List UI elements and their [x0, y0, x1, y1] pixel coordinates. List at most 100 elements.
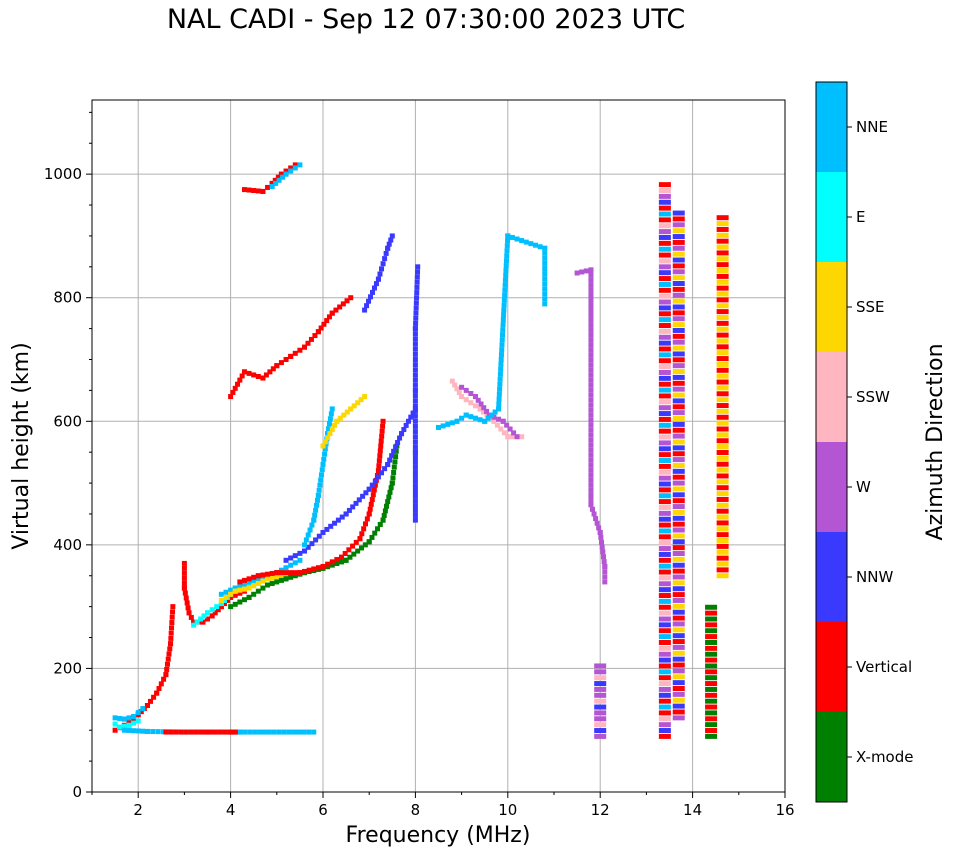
- echo-point: [658, 522, 671, 528]
- echo-point: [169, 614, 175, 620]
- echo-point: [369, 497, 375, 503]
- echo-point: [251, 583, 257, 589]
- echo-point: [386, 494, 392, 500]
- echo-point: [672, 580, 685, 586]
- echo-point: [173, 729, 179, 735]
- echo-point: [275, 174, 281, 180]
- echo-point: [672, 715, 685, 721]
- echo-point: [672, 439, 685, 445]
- echo-point: [481, 409, 487, 415]
- echo-point: [588, 292, 594, 298]
- echo-point: [232, 592, 238, 598]
- echo-point: [588, 392, 594, 398]
- echo-point: [126, 722, 132, 728]
- echo-point: [237, 599, 243, 605]
- x-tick-label: 16: [775, 801, 794, 819]
- echo-point: [500, 418, 506, 424]
- echo-point: [672, 298, 685, 304]
- echo-point: [412, 408, 418, 414]
- echo-point: [405, 418, 411, 424]
- echo-point: [658, 358, 671, 364]
- colorbar: X-mode Vertical NNW W SSW SSE E NNE: [815, 81, 913, 803]
- echo-point: [672, 521, 685, 527]
- echo-point: [672, 310, 685, 316]
- echo-point: [502, 292, 508, 298]
- echo-point: [658, 352, 671, 358]
- echo-point: [167, 646, 173, 652]
- echo-point: [511, 430, 517, 436]
- echo-point: [705, 651, 718, 657]
- echo-point: [412, 387, 418, 393]
- y-axis-ticks: 0 200 400 600 800 1000: [44, 111, 92, 801]
- echo-point: [588, 477, 594, 483]
- echo-point: [533, 242, 539, 248]
- echo-point: [672, 597, 685, 603]
- echo-point: [241, 581, 247, 587]
- echo-point: [325, 564, 331, 570]
- y-axis-label: Virtual height (km): [9, 342, 34, 549]
- echo-point: [198, 616, 204, 622]
- y-tick-label: 1000: [44, 165, 82, 183]
- echo-point: [366, 511, 372, 517]
- echo-point: [716, 309, 729, 315]
- echo-point: [672, 380, 685, 386]
- echo-point: [360, 493, 366, 499]
- echo-point: [363, 521, 369, 527]
- echo-point: [705, 628, 718, 634]
- echo-point: [672, 662, 685, 668]
- echo-point: [497, 376, 503, 382]
- echo-point: [332, 520, 338, 526]
- echo-point: [370, 289, 375, 295]
- echo-point: [168, 635, 174, 641]
- echo-point: [338, 559, 344, 565]
- echo-point: [121, 723, 127, 729]
- echo-point: [658, 440, 671, 446]
- echo-point: [500, 327, 506, 333]
- echo-point: [594, 686, 607, 692]
- echo-point: [594, 681, 607, 687]
- echo-point: [227, 729, 233, 735]
- echo-point: [716, 491, 729, 497]
- echo-point: [297, 550, 303, 556]
- echo-point: [377, 448, 383, 454]
- echo-point: [320, 563, 326, 569]
- echo-point: [283, 570, 289, 576]
- echo-point: [705, 675, 718, 681]
- echo-point: [658, 540, 671, 546]
- echo-point: [413, 310, 419, 316]
- plot-frame: [91, 99, 786, 793]
- echo-point: [403, 422, 409, 428]
- echo-point: [274, 363, 280, 369]
- echo-point: [399, 431, 405, 437]
- echo-point: [366, 539, 372, 545]
- echo-point: [181, 565, 187, 571]
- echo-point: [705, 639, 718, 645]
- echo-point: [188, 614, 194, 620]
- echo-point: [494, 422, 500, 428]
- echo-point: [241, 577, 247, 583]
- echo-point: [316, 487, 322, 493]
- echo-point: [658, 287, 671, 293]
- echo-point: [283, 357, 289, 362]
- echo-point: [391, 448, 397, 454]
- echo-point: [505, 434, 511, 440]
- echo-point: [154, 690, 160, 696]
- echo-point: [468, 400, 474, 406]
- echo-point: [144, 703, 150, 708]
- echo-point: [346, 547, 352, 553]
- echo-point: [716, 444, 729, 450]
- echo-point: [542, 266, 548, 272]
- echo-point: [658, 334, 671, 340]
- echo-point: [315, 492, 321, 498]
- echo-point: [716, 285, 729, 291]
- echo-point: [658, 675, 671, 681]
- echo-point: [274, 570, 280, 576]
- echo-point: [412, 439, 418, 445]
- echo-point: [272, 177, 278, 183]
- chart-title: NAL CADI - Sep 12 07:30:00 2023 UTC: [166, 4, 686, 35]
- echo-point: [716, 297, 729, 303]
- echo-point: [373, 281, 379, 287]
- echo-point: [672, 691, 685, 697]
- echo-point: [716, 279, 729, 285]
- echo-point: [705, 710, 718, 716]
